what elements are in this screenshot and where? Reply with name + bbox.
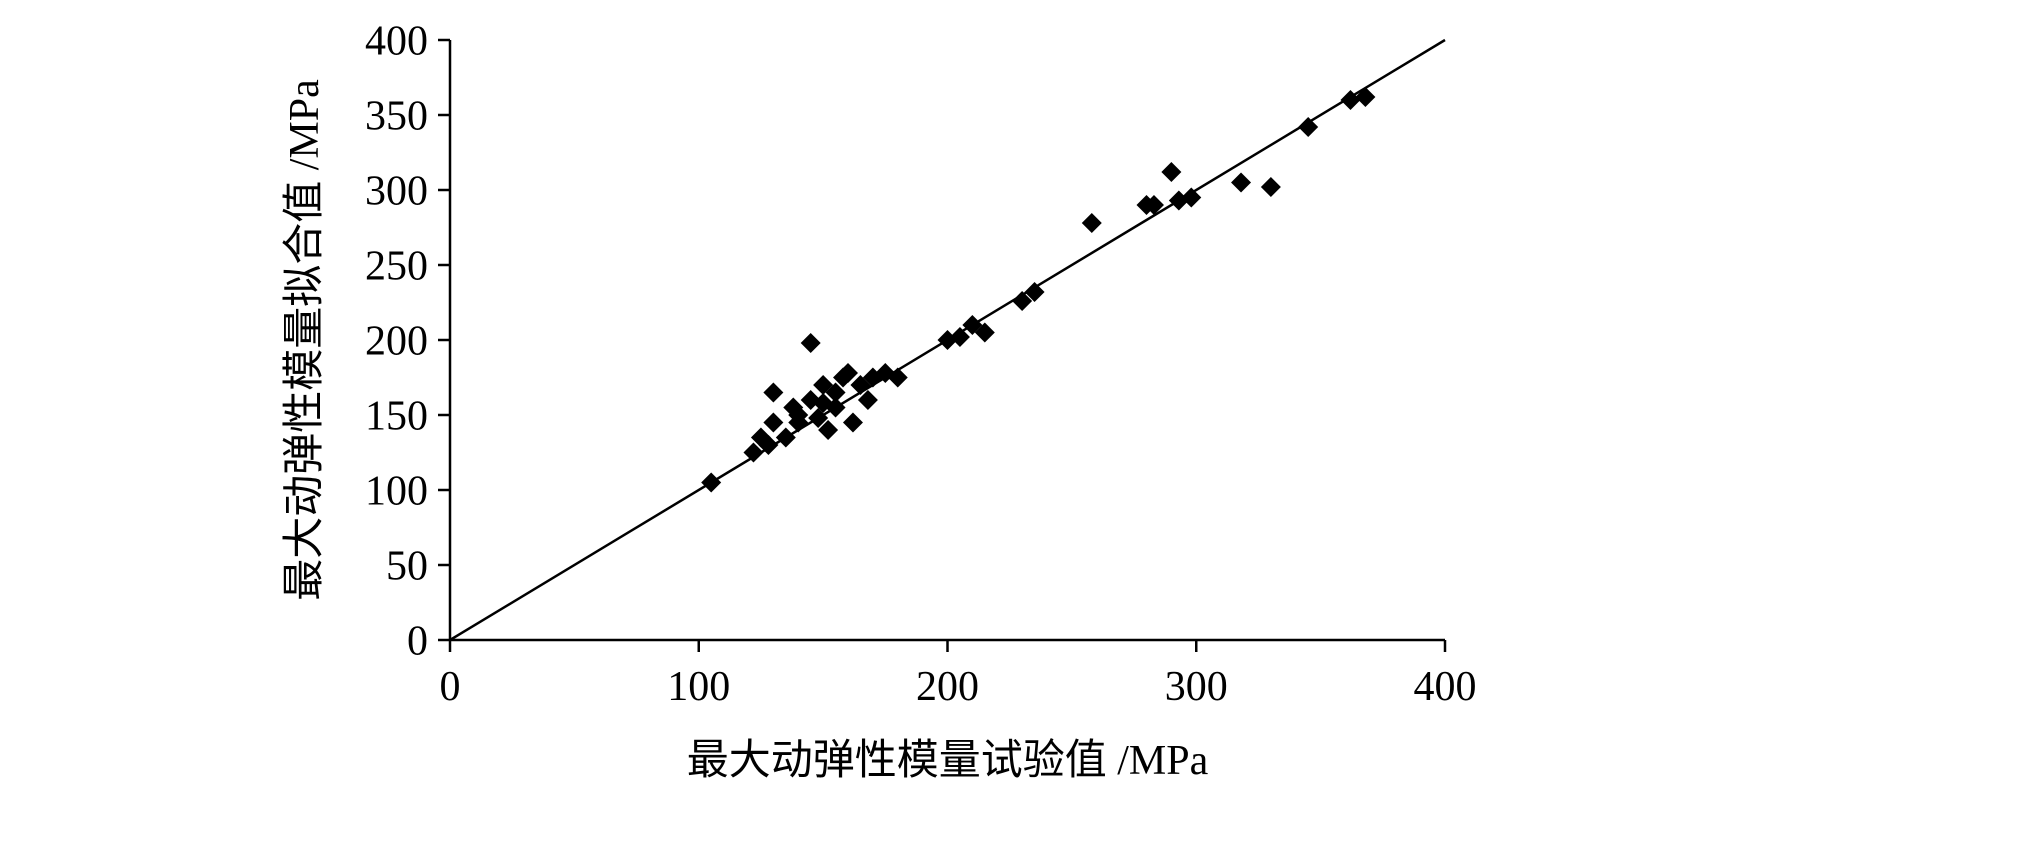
x-tick-label: 0 [440, 664, 461, 710]
data-point [1355, 87, 1375, 107]
data-point [1082, 213, 1102, 233]
x-axis-label: 最大动弹性模量试验值 /MPa [687, 737, 1209, 784]
data-point [801, 333, 821, 353]
data-point [701, 473, 721, 493]
y-tick-label: 100 [365, 469, 428, 515]
y-tick-label: 50 [386, 544, 428, 590]
x-tick-label: 100 [667, 664, 730, 710]
data-point [776, 428, 796, 448]
data-point [763, 383, 783, 403]
x-tick-label: 200 [916, 664, 979, 710]
y-tick-label: 400 [365, 19, 428, 65]
y-tick-label: 0 [407, 619, 428, 665]
x-tick-label: 400 [1414, 664, 1477, 710]
x-tick-label: 300 [1165, 664, 1228, 710]
y-tick-label: 250 [365, 244, 428, 290]
data-point [1231, 173, 1251, 193]
data-point [763, 413, 783, 433]
y-tick-label: 300 [365, 169, 428, 215]
data-point [1161, 162, 1181, 182]
y-tick-label: 200 [365, 319, 428, 365]
data-point [1298, 117, 1318, 137]
chart-container: { "chart": { "type": "scatter", "xlabel"… [0, 0, 2039, 849]
y-tick-label: 350 [365, 94, 428, 140]
data-point [1261, 177, 1281, 197]
y-axis-label: 最大动弹性模量拟合值 /MPa [282, 79, 328, 601]
scatter-chart: 0 100 200 300 400 0 50 100 150 200 250 300 350 400 最大动… [0, 0, 2039, 849]
data-point [843, 413, 863, 433]
y-tick-label: 150 [365, 394, 428, 440]
